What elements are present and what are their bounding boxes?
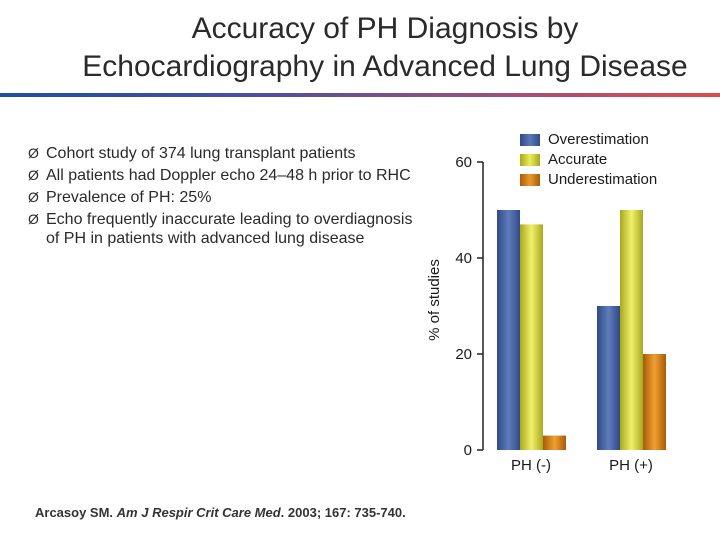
bullet-item: Ø All patients had Doppler echo 24–48 h p… [28, 166, 418, 185]
legend-item-overestimation: Overestimation [520, 130, 657, 150]
title-line-2: Echocardiography in Advanced Lung Diseas… [82, 50, 688, 83]
legend-label: Accurate [548, 151, 608, 168]
bullet-arrow-icon: Ø [28, 167, 39, 183]
chart-legend: Overestimation Accurate Underestimation [520, 130, 657, 190]
bar-accurate-ph-pos [620, 210, 643, 450]
y-tick-label: 40 [455, 250, 472, 267]
y-tick-label: 60 [455, 154, 472, 171]
y-tick-label: 20 [455, 346, 472, 363]
title-line-1: Accuracy of PH Diagnosis by [191, 12, 579, 45]
bar-accurate-ph-neg [520, 224, 543, 450]
bullet-list: Ø Cohort study of 374 lung transplant pat… [28, 144, 418, 251]
legend-item-accurate: Accurate [520, 150, 657, 170]
bullet-arrow-icon: Ø [28, 145, 39, 161]
bullet-text: Cohort study of 374 lung transplant pati… [46, 145, 356, 162]
bar-underestimation-ph-neg [543, 435, 566, 450]
citation-details: . 2003; 167: 735-740. [280, 505, 406, 520]
y-tick-label: 0 [464, 442, 472, 459]
slide-title: Accuracy of PH Diagnosis by Echocardiogr… [0, 10, 720, 86]
bar-overestimation-ph-neg [497, 210, 520, 450]
legend-swatch-overestimation [520, 134, 540, 146]
bullet-text: Prevalence of PH: 25% [46, 189, 212, 206]
bullet-arrow-icon: Ø [28, 211, 39, 227]
citation-journal: Am J Respir Crit Care Med [116, 505, 281, 520]
bar-overestimation-ph-pos [597, 306, 620, 450]
bullet-item: Ø Prevalence of PH: 25% [28, 188, 418, 207]
legend-label: Overestimation [548, 131, 649, 148]
y-axis-label: % of studies [426, 259, 443, 341]
citation-author: Arcasoy SM. [35, 505, 114, 520]
x-category-label: PH (-) [511, 457, 551, 474]
title-divider [0, 93, 720, 97]
legend-swatch-accurate [520, 154, 540, 166]
bullet-item: Ø Cohort study of 374 lung transplant pat… [28, 144, 418, 163]
bullet-item: Ø Echo frequently inaccurate leading to o… [28, 210, 418, 248]
legend-swatch-underestimation [520, 174, 540, 186]
bullet-arrow-icon: Ø [28, 189, 39, 205]
x-category-label: PH (+) [609, 457, 653, 474]
legend-label: Underestimation [548, 171, 658, 188]
bullet-text: Echo frequently inaccurate leading to ov… [46, 211, 413, 247]
legend-item-underestimation: Underestimation [520, 170, 657, 190]
bar-underestimation-ph-pos [643, 354, 666, 450]
bullet-text: All patients had Doppler echo 24–48 h pr… [46, 167, 411, 184]
citation: Arcasoy SM. Am J Respir Crit Care Med. 2… [35, 505, 406, 520]
